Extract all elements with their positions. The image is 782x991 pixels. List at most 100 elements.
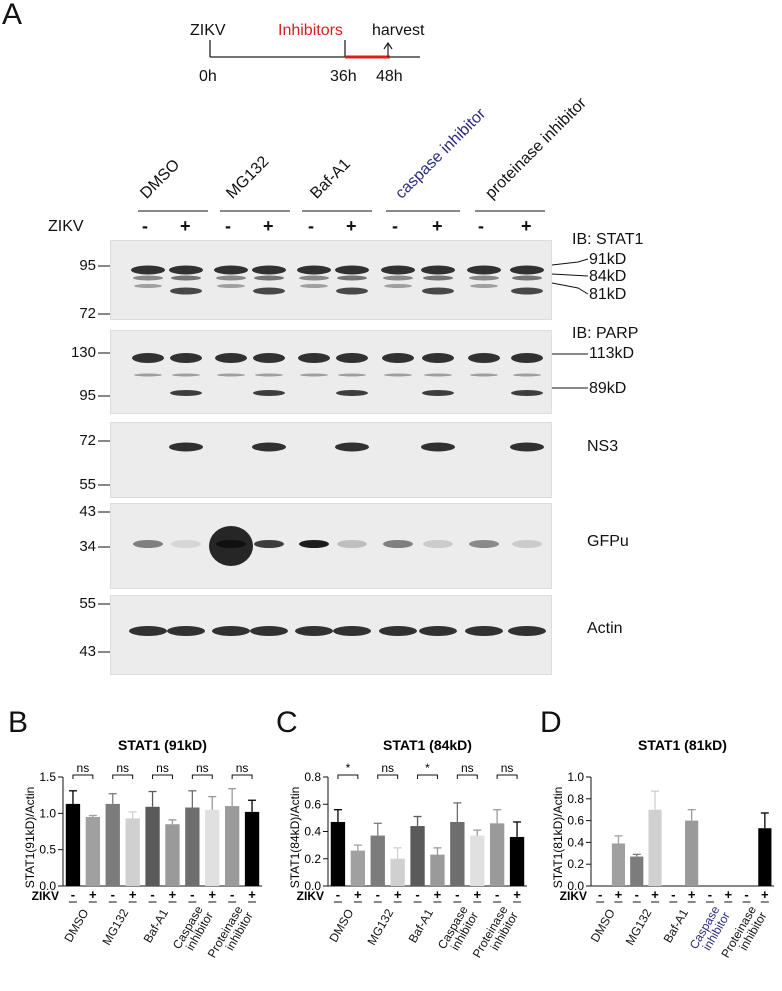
panel-b-letter: B [8,706,29,739]
mw-stat1-72: 72 [79,305,96,322]
x-group-word: DMSO [326,907,356,945]
x-group-word: MG132 [364,906,396,947]
lane-sign: - [308,216,314,236]
lane-sign: - [142,216,148,236]
blot-parp [110,330,552,414]
blot-band [129,626,167,636]
blot-band [253,353,285,363]
y-tick-label: 0.5 [39,843,56,857]
blot-band [209,526,253,566]
blot-title-actin: Actin [587,620,623,637]
blot-band [170,287,202,295]
lane-sign: - [478,216,484,236]
blot-band [255,373,283,377]
blot-title-stat1: IB: STAT1 [572,231,644,248]
bar [758,828,772,886]
zikv-sign: + [434,887,442,902]
blot-band [384,284,412,288]
pointer-81kd [552,282,589,295]
y-tick-label: 1.0 [567,770,584,784]
blot-band [382,353,414,363]
group-label-dmso: DMSO [137,156,184,203]
bar [685,820,699,886]
pointer-84kd [552,273,589,277]
blot-band [421,265,455,275]
chart-title: STAT1 (84kD) [383,737,472,753]
blot-band [170,353,202,363]
harvest-arrow-head [383,41,393,50]
group-label-mg132: MG132 [223,153,273,203]
blot-stat1 [110,240,552,320]
blot-band [133,540,163,548]
zikv-sign: + [688,887,696,902]
band-91kd: 91kD [589,251,627,268]
blot-band [250,626,288,636]
x-group-word: Baf-A1 [406,906,437,945]
blot-actin [110,595,552,675]
zikv-row-label: ZIKV [48,218,84,235]
lane-sign: + [432,216,443,236]
blot-band [512,275,542,281]
blot-title-ns3: NS3 [587,438,619,455]
zikv-sign: - [744,887,748,902]
y-tick-label: 0.8 [304,770,321,784]
x-group-label: DMSO [61,907,91,945]
group-label-caspase: caspase inhibitor [392,105,490,203]
bar [470,835,485,886]
blot-band [172,373,200,377]
blot-band [300,373,328,377]
blot-band [298,353,330,363]
bar [105,803,120,886]
blot-band [469,540,499,548]
zikv-sign: + [169,887,177,902]
y-axis-label: STAT1(84kD)/Actin [288,787,302,889]
zikv-label: ZIKV [297,889,324,903]
blot-band [511,287,543,295]
sig-bracket [72,774,94,779]
chart-stat1-91kd: STAT1 (91kD) 0.0 0.5 1.0 1.5STAT1(91kD)/Acti… [23,737,262,960]
y-tick-label: 0.6 [304,797,321,811]
blot-band [384,373,412,377]
sig-bracket [152,774,173,779]
band-81kd: 81kD [589,286,627,303]
y-tick-label: 1.5 [39,770,56,784]
mw-ns3-55: 55 [79,476,96,493]
y-axis-label: STAT1(91kD)/Actin [23,787,37,889]
blot-band [336,353,368,363]
band-pointer-lines [552,258,589,389]
blot-band [169,442,203,452]
sig-label: ns [116,761,129,775]
sig-label: ns [77,761,90,775]
chart-stat1-84kd: STAT1 (84kD) 0.0 0.2 0.4 0.6 0.8STAT1(84kD)/A… [288,737,527,960]
sig-bracket [337,774,359,779]
timeline-t48: 48h [376,68,403,85]
blot-band [169,265,203,275]
blot-band [470,373,498,377]
mw-parp-130: 130 [70,344,96,361]
blot-band [171,540,201,548]
bar [65,803,81,886]
timeline-t36: 36h [330,68,357,85]
bar [410,826,425,886]
blot-band [337,275,367,281]
pointer-91kd [552,258,589,266]
x-group-word: MG132 [623,906,655,947]
bar [450,821,465,886]
blot-ns3 [110,422,552,498]
blot-band [254,540,284,548]
y-tick-label: 0.6 [567,814,584,828]
zikv-sign: + [651,887,659,902]
bar [509,836,525,886]
blot-band [336,390,368,396]
mw-parp-95: 95 [79,387,96,404]
x-group-label: Baf-A1 [141,906,172,945]
mw-actin-55: 55 [79,595,96,612]
sig-label: ns [156,761,169,775]
sig-bracket [377,774,399,779]
panel-c-letter: C [276,706,298,739]
zikv-sign: + [394,887,402,902]
lane-sign: - [225,216,231,236]
x-group-word: Baf-A1 [661,906,692,945]
timeline-zikv: ZIKV [190,22,226,39]
